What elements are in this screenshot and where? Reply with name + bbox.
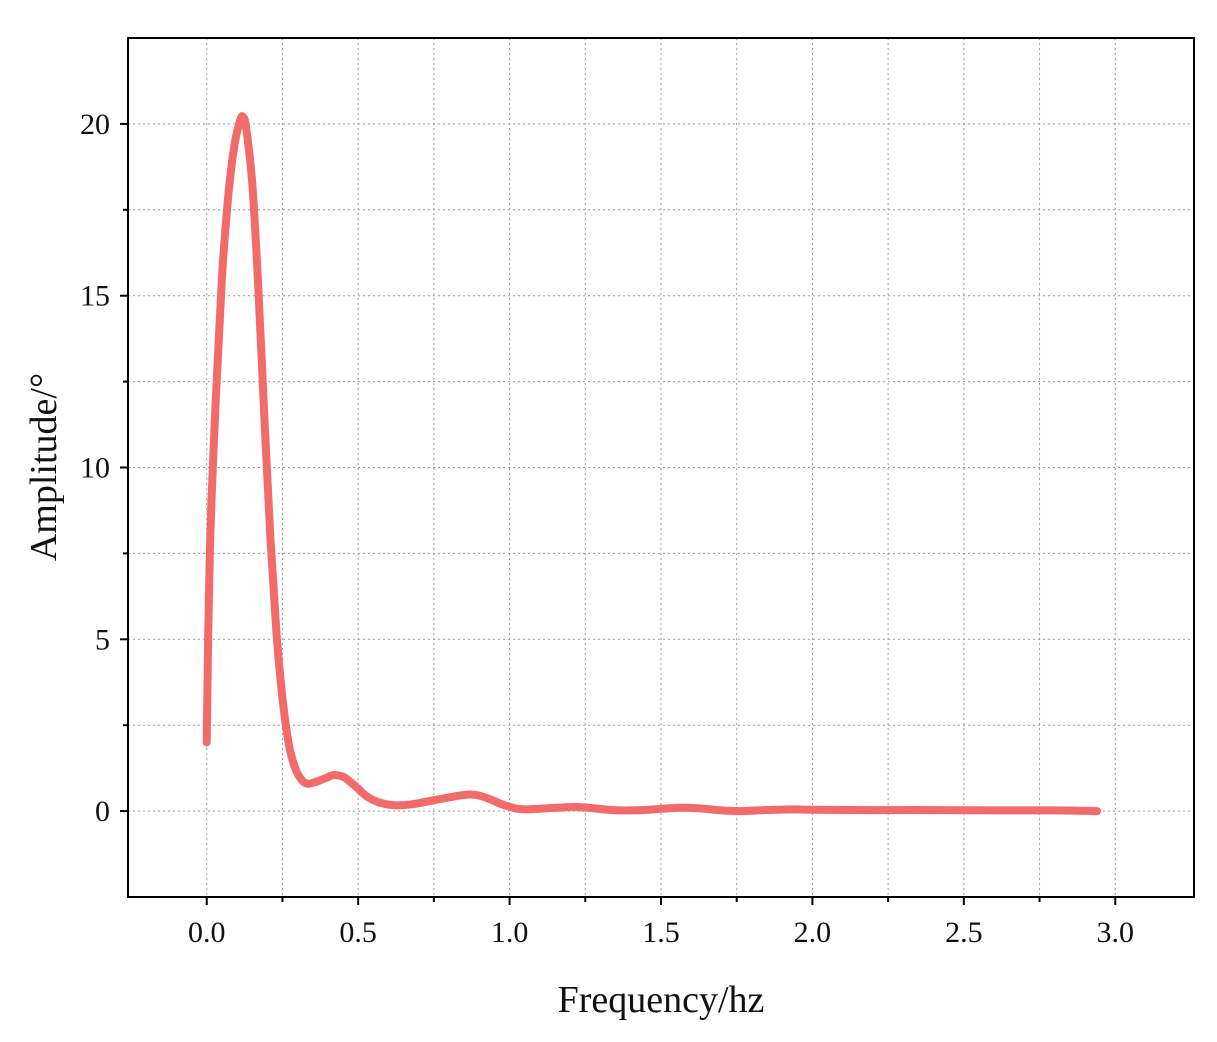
x-tick-label: 2.5 [945, 916, 983, 949]
x-tick-label: 0.5 [339, 916, 377, 949]
series-layer [202, 112, 1102, 816]
y-tick-label: 15 [80, 280, 110, 313]
tick-labels: 0.0 0.5 1.0 1.5 2.0 2.5 3.0 0 5 10 15 20 [80, 108, 1134, 949]
x-tick-label: 1.0 [491, 916, 529, 949]
x-tick-label: 3.0 [1097, 916, 1135, 949]
y-tick-label: 0 [95, 795, 110, 828]
x-tick-label: 2.0 [794, 916, 832, 949]
amplitude-series-line [202, 112, 1102, 816]
y-tick-label: 10 [80, 452, 110, 485]
grid-lines [128, 38, 1194, 897]
y-axis-title: Amplitude/° [23, 373, 65, 561]
x-tick-label: 0.0 [188, 916, 226, 949]
x-axis-title: Frequency/hz [558, 979, 765, 1021]
y-tick-label: 5 [95, 623, 110, 656]
y-tick-label: 20 [80, 108, 110, 141]
x-tick-label: 1.5 [642, 916, 680, 949]
axis-ticks [120, 122, 1117, 905]
